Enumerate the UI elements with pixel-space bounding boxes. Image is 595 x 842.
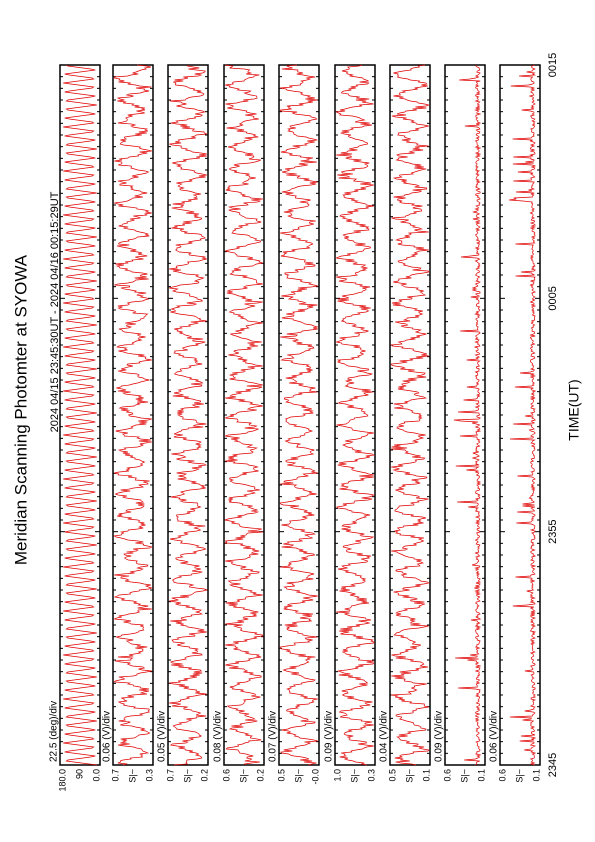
y-bottom-label: 0.1 [531, 769, 541, 782]
trace [390, 64, 431, 766]
y-top-label: 0.6 [497, 769, 507, 782]
trace [63, 64, 97, 766]
y-top-label: 0.7 [165, 769, 175, 782]
trace [169, 64, 208, 766]
y-mid-label: 90 [74, 769, 84, 779]
y-mid-label: S|~ [182, 769, 192, 783]
y-mid-label: S|~ [293, 769, 303, 783]
scale-label: 22.5 (deg)/div [49, 701, 60, 762]
scale-label: 0.06 (V)/div [102, 711, 113, 762]
x-tick-label: 0005 [547, 286, 559, 310]
y-mid-label: S|~ [349, 769, 359, 783]
y-top-label: 0.5 [276, 769, 286, 782]
y-mid-label: S|~ [514, 769, 524, 783]
scale-label: 0.07 (V)/div [268, 711, 279, 762]
x-axis-label: TIME(UT) [566, 379, 582, 440]
scale-label: 0.04 (V)/div [379, 711, 390, 762]
y-top-label: 0.5 [387, 769, 397, 782]
trace [509, 64, 537, 766]
y-bottom-label: 0.0 [91, 769, 101, 782]
title: Meridian Scanning Photomter at SYOWA [11, 254, 30, 565]
y-top-label: 0.6 [442, 769, 452, 782]
scale-label: 0.08 (V)/div [213, 711, 224, 762]
panel-frame [278, 64, 320, 766]
panel-frame [112, 64, 154, 766]
y-top-label: 1.0 [332, 769, 342, 782]
scale-label: 0.09 (V)/div [434, 711, 445, 762]
y-top-label: 0.7 [110, 769, 120, 782]
y-top-label: 0.6 [221, 769, 231, 782]
scale-label: 0.06 (V)/div [489, 711, 500, 762]
y-bottom-label: 0.3 [366, 769, 376, 782]
y-top-label: 180.0 [57, 769, 67, 792]
trace [334, 64, 375, 766]
y-bottom-label: 0.1 [476, 769, 486, 782]
x-tick-label: 2345 [547, 753, 559, 777]
y-bottom-label: 0.3 [144, 769, 154, 782]
scale-label: 0.05 (V)/div [157, 711, 168, 762]
y-bottom-label: 0.2 [255, 769, 265, 782]
subtitle: 2024 04/15 23:45:30UT - 2024 04/16 00:15… [49, 191, 61, 432]
trace [223, 64, 264, 766]
y-mid-label: S|~ [238, 769, 248, 783]
scale-label: 0.09 (V)/div [324, 711, 335, 762]
rotated-chart: Meridian Scanning Photomter at SYOWA 202… [11, 53, 581, 792]
y-mid-label: S|~ [404, 769, 414, 783]
y-bottom-label: 0.2 [199, 769, 209, 782]
trace [113, 64, 153, 766]
trace [453, 64, 482, 766]
x-tick-label: 2355 [547, 519, 559, 543]
trace [279, 64, 319, 766]
y-bottom-label: -0.0 [310, 769, 320, 785]
y-mid-label: S|~ [459, 769, 469, 783]
y-mid-label: S|~ [127, 769, 137, 783]
x-tick-label: 0015 [547, 53, 559, 77]
panel-frame [389, 64, 431, 766]
y-bottom-label: 0.1 [421, 769, 431, 782]
